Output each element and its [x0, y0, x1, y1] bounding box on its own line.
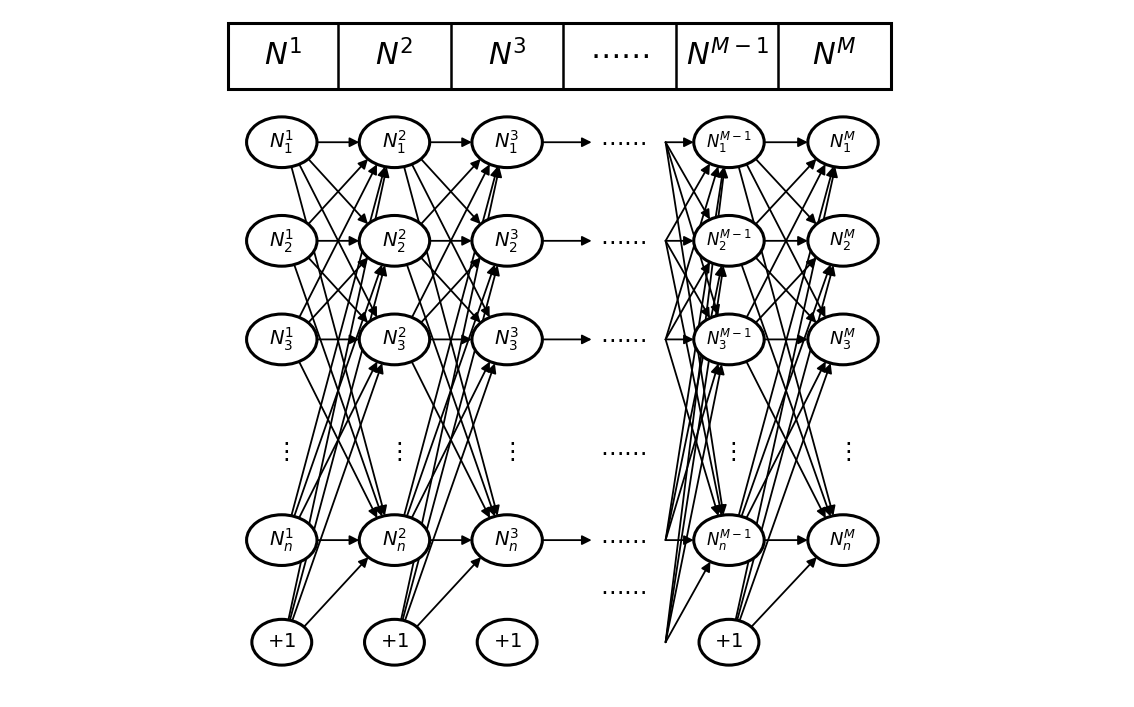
Text: $\vdots$: $\vdots$ [387, 440, 401, 464]
Ellipse shape [807, 117, 878, 168]
Text: $N_3^{M-1}$: $N_3^{M-1}$ [705, 327, 752, 352]
Text: $\vdots$: $\vdots$ [721, 440, 736, 464]
Text: $N_1^{M-1}$: $N_1^{M-1}$ [705, 129, 752, 155]
Text: $N_3^M$: $N_3^M$ [829, 327, 856, 352]
Text: $\vdots$: $\vdots$ [274, 440, 289, 464]
Text: $\cdots\cdots$: $\cdots\cdots$ [600, 579, 646, 603]
Ellipse shape [699, 619, 759, 665]
Ellipse shape [472, 314, 542, 365]
Ellipse shape [694, 515, 764, 566]
Text: $\cdots\cdots$: $\cdots\cdots$ [600, 229, 646, 253]
Ellipse shape [246, 216, 318, 266]
Ellipse shape [359, 314, 430, 365]
Text: $N_1^1$: $N_1^1$ [269, 129, 295, 156]
Ellipse shape [246, 515, 318, 566]
Text: $N_2^1$: $N_2^1$ [269, 227, 295, 255]
Text: $+1$: $+1$ [714, 633, 744, 651]
Text: $\cdots\cdots$: $\cdots\cdots$ [590, 40, 650, 71]
Ellipse shape [477, 619, 538, 665]
Text: $N_2^2$: $N_2^2$ [382, 227, 407, 255]
Text: $N_2^3$: $N_2^3$ [494, 227, 519, 255]
Ellipse shape [472, 515, 542, 566]
Ellipse shape [364, 619, 424, 665]
Bar [228, 23, 891, 89]
Ellipse shape [359, 216, 430, 266]
Ellipse shape [246, 117, 318, 168]
Ellipse shape [359, 117, 430, 168]
Text: $N_n^3$: $N_n^3$ [494, 527, 519, 554]
Text: $+1$: $+1$ [268, 633, 296, 651]
Text: $\vdots$: $\vdots$ [836, 440, 850, 464]
Ellipse shape [472, 216, 542, 266]
Text: $N_n^M$: $N_n^M$ [829, 527, 856, 553]
Text: $N^2$: $N^2$ [375, 40, 414, 72]
Text: $\cdots\cdots$: $\cdots\cdots$ [600, 440, 646, 464]
Ellipse shape [694, 117, 764, 168]
Text: $N^M$: $N^M$ [812, 40, 857, 72]
Ellipse shape [472, 117, 542, 168]
Ellipse shape [694, 314, 764, 365]
Text: $N^1$: $N^1$ [263, 40, 302, 72]
Text: $+1$: $+1$ [380, 633, 409, 651]
Text: $N_3^2$: $N_3^2$ [382, 326, 407, 353]
Ellipse shape [359, 515, 430, 566]
Text: $N_2^M$: $N_2^M$ [829, 228, 856, 253]
Ellipse shape [252, 619, 312, 665]
Text: $N_3^3$: $N_3^3$ [494, 326, 519, 353]
Text: $\cdots\cdots$: $\cdots\cdots$ [600, 130, 646, 154]
Ellipse shape [246, 314, 318, 365]
Text: $+1$: $+1$ [492, 633, 522, 651]
Text: $\cdots\cdots$: $\cdots\cdots$ [600, 327, 646, 351]
Text: $N_3^1$: $N_3^1$ [269, 326, 295, 353]
Ellipse shape [807, 314, 878, 365]
Text: $N_2^{M-1}$: $N_2^{M-1}$ [705, 228, 752, 253]
Text: $N^{M-1}$: $N^{M-1}$ [686, 40, 769, 72]
Text: $N_n^{M-1}$: $N_n^{M-1}$ [705, 527, 752, 553]
Text: $N_n^2$: $N_n^2$ [382, 527, 407, 554]
Text: $N_1^3$: $N_1^3$ [494, 129, 519, 156]
Ellipse shape [807, 515, 878, 566]
Ellipse shape [807, 216, 878, 266]
Text: $N_1^M$: $N_1^M$ [829, 129, 856, 155]
Text: $N^3$: $N^3$ [488, 40, 526, 72]
Text: $N_n^1$: $N_n^1$ [269, 527, 295, 554]
Text: $\vdots$: $\vdots$ [500, 440, 515, 464]
Text: $N_1^2$: $N_1^2$ [382, 129, 407, 156]
Text: $\cdots\cdots$: $\cdots\cdots$ [600, 528, 646, 552]
Ellipse shape [694, 216, 764, 266]
